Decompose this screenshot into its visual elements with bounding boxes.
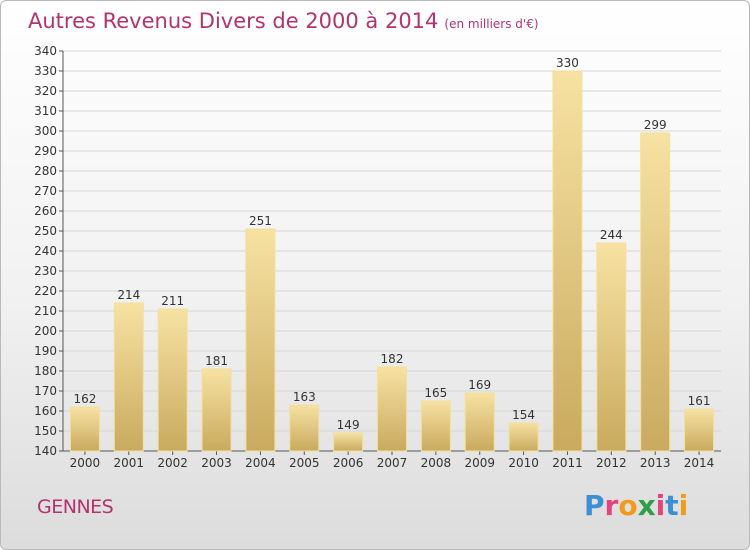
y-tick-label: 320 (34, 84, 57, 98)
x-tick-label-2008: 2008 (421, 456, 452, 470)
chart-unit: (en milliers d'€) (444, 17, 539, 31)
x-tick-label-2007: 2007 (377, 456, 408, 470)
brand-letter: t (665, 489, 679, 522)
x-tick-label-2001: 2001 (114, 456, 145, 470)
value-label-2006: 149 (337, 418, 360, 432)
x-tick-label-2014: 2014 (684, 456, 715, 470)
brand-letter: i (655, 489, 666, 522)
y-tick-label: 190 (34, 344, 57, 358)
y-tick-label: 220 (34, 284, 57, 298)
bar-2012 (596, 242, 627, 452)
bar-2008 (420, 400, 451, 452)
value-label-2003: 181 (205, 354, 228, 368)
y-tick-label: 250 (34, 224, 57, 238)
y-tick-label: 240 (34, 244, 57, 258)
brand-letter: P (584, 489, 605, 522)
value-label-2009: 169 (468, 378, 491, 392)
value-label-2008: 165 (424, 386, 447, 400)
brand-letter: x (637, 489, 656, 522)
bar-2000 (69, 406, 100, 452)
y-tick-label: 160 (34, 404, 57, 418)
bar-2004 (245, 228, 276, 452)
x-tick-label-2006: 2006 (333, 456, 364, 470)
bar-2002 (157, 308, 188, 452)
value-label-2001: 214 (117, 288, 140, 302)
value-label-2011: 330 (556, 56, 579, 70)
x-tick-label-2009: 2009 (464, 456, 495, 470)
y-tick-label: 340 (34, 44, 57, 58)
value-label-2013: 299 (644, 118, 667, 132)
y-tick-label: 310 (34, 104, 57, 118)
x-tick-label-2011: 2011 (552, 456, 583, 470)
chart-title: Autres Revenus Divers de 2000 à 2014 (en … (28, 9, 539, 33)
y-tick-label: 140 (34, 444, 57, 458)
chart-title-text: Autres Revenus Divers de 2000 à 2014 (28, 9, 439, 33)
x-tick-label-2000: 2000 (70, 456, 101, 470)
y-tick-label: 200 (34, 324, 57, 338)
y-tick-label: 150 (34, 424, 57, 438)
y-tick-label: 260 (34, 204, 57, 218)
x-tick-label-2010: 2010 (508, 456, 539, 470)
x-tick-label-2004: 2004 (245, 456, 276, 470)
x-tick-label-2012: 2012 (596, 456, 627, 470)
x-tick-label-2013: 2013 (640, 456, 671, 470)
y-tick-label: 300 (34, 124, 57, 138)
value-label-2002: 211 (161, 294, 184, 308)
x-tick-label-2002: 2002 (157, 456, 188, 470)
y-tick-label: 210 (34, 304, 57, 318)
y-tick-label: 230 (34, 264, 57, 278)
value-label-2005: 163 (293, 390, 316, 404)
x-tick-label-2003: 2003 (201, 456, 232, 470)
y-tick-label: 180 (34, 364, 57, 378)
value-label-2004: 251 (249, 214, 272, 228)
bars (69, 70, 715, 452)
bar-2010 (508, 422, 539, 452)
bar-2009 (464, 392, 495, 452)
location-label: GENNES (37, 496, 114, 518)
bar-2001 (113, 302, 144, 452)
bar-2005 (289, 404, 320, 452)
y-tick-label: 290 (34, 144, 57, 158)
bar-2007 (377, 366, 407, 452)
value-label-2010: 154 (512, 408, 535, 422)
value-label-2014: 161 (688, 394, 711, 408)
brand-logo: Proxiti (584, 489, 688, 522)
y-tick-label: 270 (34, 184, 57, 198)
x-tick-label-2005: 2005 (289, 456, 320, 470)
bar-2013 (640, 132, 671, 452)
bar-2011 (552, 70, 583, 452)
brand-letter: r (604, 489, 619, 522)
brand-letter: o (618, 489, 638, 522)
bar-2014 (684, 408, 715, 452)
bar-2006 (333, 432, 364, 452)
value-label-2012: 244 (600, 228, 623, 242)
labels: 140 150 160 170 180 190 200 210 220 230 240 250 260 2… (34, 44, 714, 470)
y-tick-label: 280 (34, 164, 57, 178)
value-label-2000: 162 (73, 392, 96, 406)
brand-letter: i (678, 489, 689, 522)
y-tick-label: 330 (34, 64, 57, 78)
y-tick-label: 170 (34, 384, 57, 398)
value-label-2007: 182 (381, 352, 404, 366)
bar-2003 (201, 368, 232, 452)
